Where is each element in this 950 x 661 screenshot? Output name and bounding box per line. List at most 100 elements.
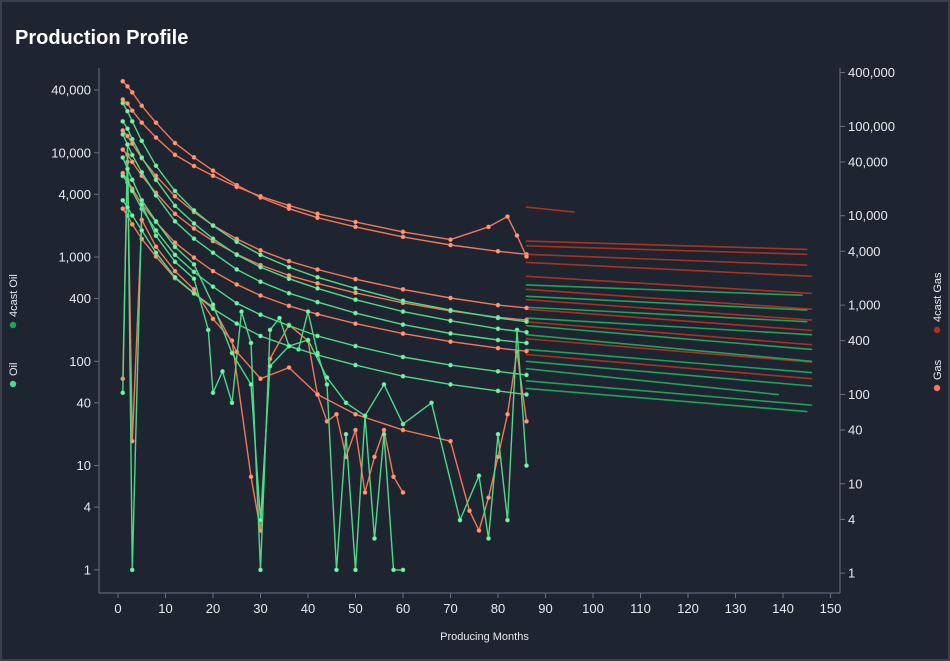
oil-data-point[interactable]: [153, 250, 159, 256]
oil-data-point[interactable]: [343, 431, 349, 437]
oil-data-point[interactable]: [315, 286, 320, 291]
gas-data-point[interactable]: [495, 248, 501, 254]
oil-data-point[interactable]: [524, 329, 529, 335]
oil-data-point[interactable]: [191, 236, 197, 241]
oil-data-point[interactable]: [129, 136, 135, 142]
oil-data-point[interactable]: [258, 264, 263, 270]
oil-data-point[interactable]: [139, 138, 145, 144]
oil-data-point[interactable]: [372, 536, 377, 541]
gas-data-point[interactable]: [467, 508, 472, 514]
oil-data-point[interactable]: [315, 333, 320, 339]
forecast-oil-line-13[interactable]: [525, 284, 803, 297]
gas-data-point[interactable]: [315, 267, 320, 272]
oil-data-point[interactable]: [448, 382, 453, 387]
oil-data-point[interactable]: [125, 166, 130, 172]
oil-data-point[interactable]: [234, 252, 240, 258]
forecast-oil-line-17[interactable]: [525, 324, 813, 351]
gas-data-point[interactable]: [172, 140, 178, 146]
gas-data-point[interactable]: [353, 219, 358, 225]
gas-series-line-2[interactable]: [122, 98, 528, 257]
oil-data-point[interactable]: [139, 155, 145, 160]
oil-data-point[interactable]: [191, 269, 197, 275]
oil-data-point[interactable]: [210, 223, 216, 228]
gas-data-point[interactable]: [448, 339, 453, 344]
legend-item-4cast-gas[interactable]: 4cast Gas: [932, 272, 944, 334]
oil-data-point[interactable]: [353, 286, 358, 291]
oil-data-point[interactable]: [129, 567, 135, 573]
oil-data-point[interactable]: [120, 390, 126, 396]
gas-data-point[interactable]: [191, 287, 197, 292]
gas-data-point[interactable]: [315, 281, 320, 286]
oil-data-point[interactable]: [172, 219, 178, 224]
gas-data-point[interactable]: [400, 287, 406, 292]
oil-data-point[interactable]: [353, 567, 358, 573]
oil-data-point[interactable]: [381, 431, 387, 437]
oil-data-point[interactable]: [343, 400, 349, 406]
oil-data-point[interactable]: [448, 318, 453, 324]
forecast-gas-line-1[interactable]: [525, 206, 575, 213]
gas-data-point[interactable]: [353, 321, 358, 326]
forecast-oil-line-21[interactable]: [525, 367, 780, 396]
forecast-gas-line-7[interactable]: [525, 288, 813, 310]
gas-data-point[interactable]: [514, 233, 520, 238]
gas-data-point[interactable]: [524, 305, 529, 311]
oil-data-point[interactable]: [191, 262, 197, 267]
gas-data-point[interactable]: [191, 163, 197, 169]
gas-data-point[interactable]: [381, 427, 387, 433]
oil-data-point[interactable]: [120, 173, 126, 179]
gas-data-point[interactable]: [505, 411, 510, 417]
legend-item-gas[interactable]: Gas: [932, 359, 944, 392]
oil-data-point[interactable]: [400, 421, 406, 427]
gas-data-point[interactable]: [234, 282, 240, 287]
oil-data-point[interactable]: [191, 290, 197, 296]
oil-data-point[interactable]: [429, 400, 434, 406]
gas-data-point[interactable]: [286, 258, 292, 264]
gas-data-point[interactable]: [172, 152, 178, 158]
oil-data-point[interactable]: [457, 517, 463, 523]
forecast-gas-line-8[interactable]: [525, 298, 813, 321]
forecast-gas-line-11[interactable]: [525, 337, 813, 363]
oil-data-point[interactable]: [139, 169, 145, 175]
gas-data-point[interactable]: [139, 120, 145, 125]
gas-data-point[interactable]: [258, 193, 263, 199]
oil-data-point[interactable]: [120, 155, 126, 160]
gas-data-point[interactable]: [286, 365, 292, 370]
forecast-oil-line-14[interactable]: [525, 295, 808, 311]
gas-data-point[interactable]: [258, 293, 263, 298]
oil-data-point[interactable]: [210, 390, 216, 396]
oil-data-point[interactable]: [172, 188, 178, 194]
oil-data-point[interactable]: [172, 274, 178, 280]
gas-data-point[interactable]: [286, 303, 292, 309]
oil-data-point[interactable]: [125, 142, 130, 147]
oil-data-point[interactable]: [324, 375, 330, 380]
oil-data-point[interactable]: [210, 302, 216, 307]
gas-data-point[interactable]: [315, 215, 320, 221]
gas-data-point[interactable]: [234, 184, 240, 190]
gas-data-point[interactable]: [353, 411, 358, 417]
oil-data-point[interactable]: [129, 213, 135, 218]
gas-data-point[interactable]: [495, 345, 501, 351]
oil-data-point[interactable]: [210, 306, 216, 311]
gas-data-point[interactable]: [353, 276, 358, 282]
oil-data-point[interactable]: [153, 193, 159, 198]
legend-item-oil[interactable]: Oil: [8, 363, 20, 388]
forecast-oil-line-15[interactable]: [525, 306, 808, 323]
gas-data-point[interactable]: [191, 255, 197, 260]
oil-data-point[interactable]: [205, 327, 211, 333]
gas-data-point[interactable]: [362, 490, 368, 495]
gas-data-point[interactable]: [120, 128, 126, 133]
oil-data-point[interactable]: [120, 132, 126, 137]
oil-data-point[interactable]: [258, 333, 263, 339]
oil-data-point[interactable]: [210, 236, 216, 241]
gas-data-point[interactable]: [120, 147, 126, 152]
oil-data-point[interactable]: [220, 369, 225, 374]
oil-data-point[interactable]: [153, 219, 159, 224]
forecast-oil-line-16[interactable]: [525, 317, 813, 336]
oil-data-point[interactable]: [400, 567, 406, 573]
oil-data-point[interactable]: [234, 267, 240, 272]
oil-data-point[interactable]: [139, 198, 145, 203]
oil-data-point[interactable]: [448, 362, 453, 368]
oil-data-point[interactable]: [229, 350, 235, 356]
gas-data-point[interactable]: [120, 206, 126, 211]
gas-data-point[interactable]: [258, 376, 263, 382]
